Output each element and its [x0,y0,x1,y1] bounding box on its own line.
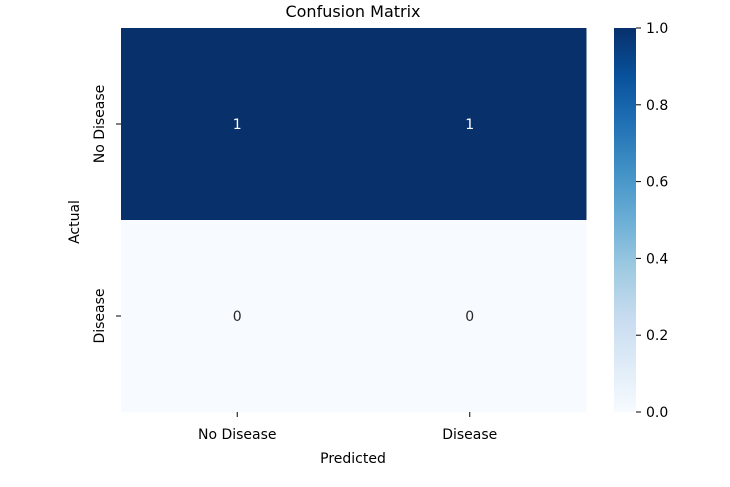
chart-title: Confusion Matrix [285,2,420,21]
colorbar-tick-label: 0.0 [646,405,668,421]
colorbar-tick-label: 0.4 [646,251,668,267]
y-tick-label: Disease [92,288,108,343]
x-tick-label: No Disease [198,427,277,443]
cell-annotation: 1 [233,117,242,133]
cell-annotation: 1 [465,117,474,133]
heatmap-cell [353,28,587,221]
x-axis-label: Predicted [320,451,386,467]
colorbar-tick-label: 0.2 [646,328,668,344]
heatmap-cell [121,220,354,413]
colorbar-tick-label: 0.8 [646,98,668,114]
colorbar-tick-label: 0.6 [646,175,668,191]
heatmap-cell [121,28,354,221]
y-axis-label: Actual [67,200,83,244]
colorbar-tick-label: 1.0 [646,21,668,37]
y-tick-label: No Disease [92,85,108,164]
heatmap-cell [353,220,587,413]
x-tick-label: Disease [442,427,497,443]
cell-annotation: 0 [465,309,474,325]
cell-annotation: 0 [233,309,242,325]
colorbar [614,28,636,412]
